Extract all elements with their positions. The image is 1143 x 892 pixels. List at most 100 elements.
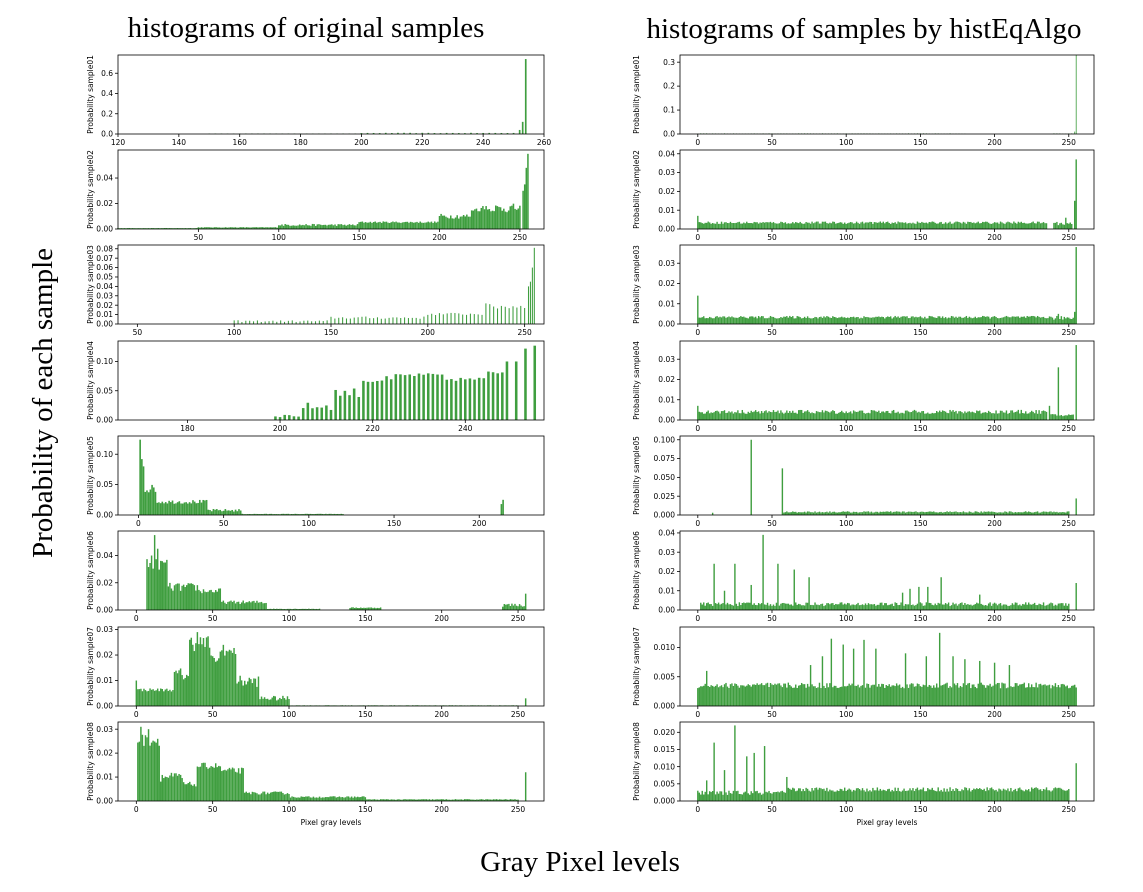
histogram-bar xyxy=(202,499,205,515)
histogram-bar xyxy=(413,376,416,420)
histogram-bar xyxy=(384,799,386,801)
histogram-bar xyxy=(173,503,176,515)
histogram-bar xyxy=(172,690,174,706)
histogram-bar xyxy=(722,603,724,610)
histogram-bar xyxy=(1065,318,1067,324)
histogram-bar xyxy=(1053,414,1055,420)
histogram-bar xyxy=(1063,415,1066,420)
histogram-bar xyxy=(213,227,216,229)
histogram-bar xyxy=(754,222,757,229)
histogram-bar xyxy=(832,687,834,706)
histogram-bar xyxy=(918,684,920,706)
histogram-bar xyxy=(936,791,938,801)
histogram-bar xyxy=(891,603,893,610)
histogram-bar xyxy=(421,222,423,229)
histogram-bar xyxy=(890,316,892,324)
histogram-bar xyxy=(888,222,890,229)
histogram-bar xyxy=(360,607,362,610)
histogram-bar xyxy=(283,414,286,420)
histogram-bar xyxy=(487,371,490,420)
x-tick-label: 250 xyxy=(1062,614,1077,623)
histogram-bar xyxy=(879,317,882,324)
y-tick-label: 0.01 xyxy=(96,773,113,782)
histogram-bar xyxy=(910,316,913,324)
histogram-bar xyxy=(940,221,942,229)
histogram-bar xyxy=(315,407,319,420)
histogram-bar xyxy=(271,792,273,801)
histogram-bar xyxy=(193,784,196,801)
histogram-bar xyxy=(1056,605,1058,610)
histogram-bar xyxy=(271,227,274,229)
histogram-bar xyxy=(781,222,784,229)
histogram-bar xyxy=(836,223,838,229)
histogram-bar xyxy=(778,605,781,610)
histogram-bar xyxy=(805,411,807,420)
histogram-bar xyxy=(919,412,922,420)
histogram-bar xyxy=(330,513,332,515)
histogram-bar xyxy=(216,767,218,801)
histogram-bar xyxy=(1053,788,1055,801)
histogram-bar xyxy=(933,685,935,706)
histogram-bar xyxy=(947,602,950,610)
histogram-bar xyxy=(817,318,819,324)
histogram-bar xyxy=(814,413,816,420)
y-tick-label: 0.02 xyxy=(658,187,675,196)
histogram-bars xyxy=(135,632,527,706)
histogram-bar xyxy=(780,410,782,420)
histogram-bar xyxy=(795,602,797,610)
histogram-bar xyxy=(313,224,315,229)
histogram-bar xyxy=(137,742,139,801)
histogram-bar xyxy=(391,133,393,134)
histogram-panel-right-3: 0 50 100 150 200 2500.000.010.020.03Probabili… xyxy=(632,244,1095,337)
x-tick-label: 220 xyxy=(366,424,381,433)
histogram-bar xyxy=(201,763,203,801)
histogram-bar xyxy=(1075,55,1077,134)
histogram-bar xyxy=(956,413,959,420)
histogram-bar xyxy=(854,511,856,515)
histogram-bar xyxy=(415,133,418,134)
histogram-bar xyxy=(977,512,979,515)
histogram-bar xyxy=(844,603,846,610)
histogram-bar xyxy=(830,638,833,706)
histogram-bar xyxy=(1032,687,1034,706)
histogram-bar xyxy=(269,227,272,229)
histogram-bar xyxy=(218,227,221,229)
histogram-bar xyxy=(944,222,947,229)
histogram-bar xyxy=(910,412,913,420)
histogram-bar xyxy=(146,737,148,801)
histogram-bar xyxy=(244,227,246,229)
histogram-bar xyxy=(999,317,1002,324)
histogram-bar xyxy=(999,789,1002,801)
histogram-bar xyxy=(901,511,904,515)
histogram-bar xyxy=(466,314,468,324)
histogram-bar xyxy=(1039,413,1042,420)
histogram-bar xyxy=(387,799,389,801)
histogram-bar xyxy=(215,763,217,801)
histogram-bar xyxy=(971,318,974,324)
histogram-bar xyxy=(450,379,453,420)
histogram-bar xyxy=(259,602,261,610)
histogram-bar xyxy=(786,511,788,515)
histogram-bar xyxy=(1063,790,1066,801)
histogram-bar xyxy=(221,601,223,610)
histogram-bar xyxy=(157,228,159,229)
histogram-bar xyxy=(795,791,797,801)
y-axis-label: Probability sample02 xyxy=(86,150,95,229)
histogram-bar xyxy=(836,413,838,420)
histogram-bar xyxy=(961,789,963,801)
histogram-bar xyxy=(894,602,896,610)
histogram-bar xyxy=(231,227,233,229)
histogram-bar xyxy=(936,605,938,610)
histogram-bar xyxy=(176,502,179,515)
histogram-bar xyxy=(759,222,761,229)
histogram-bar xyxy=(909,412,911,420)
histogram-bar xyxy=(725,413,727,420)
histogram-bar xyxy=(965,315,968,324)
histogram-bar xyxy=(846,685,849,706)
x-tick-label: 200 xyxy=(273,424,288,433)
histogram-bar xyxy=(973,317,975,324)
histogram-bar xyxy=(930,413,932,420)
histogram-bar xyxy=(1028,602,1030,610)
histogram-bar xyxy=(763,604,766,610)
histogram-bar xyxy=(239,773,241,801)
